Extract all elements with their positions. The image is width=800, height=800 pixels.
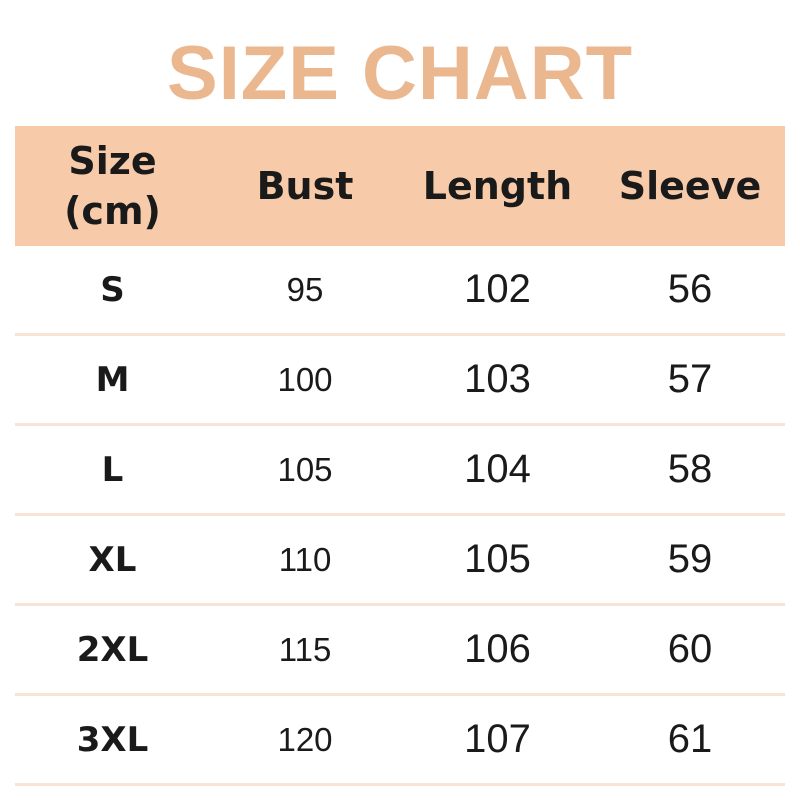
cell-length: 104 (464, 447, 531, 491)
cell-size: 3XL (76, 719, 149, 760)
cell-bust: 120 (277, 720, 333, 758)
cell-sleeve: 56 (667, 267, 713, 311)
cell-size: S (100, 269, 125, 310)
table-row: S 95 102 56 (15, 246, 785, 336)
cell-bust: 105 (277, 450, 333, 488)
cell-size: M (95, 359, 130, 400)
cell-size: 2XL (76, 629, 149, 670)
cell-length: 103 (464, 357, 531, 401)
table-row: 2XL 115 106 60 (15, 606, 785, 696)
cell-sleeve: 58 (667, 447, 713, 491)
table-row: 3XL 120 107 61 (15, 696, 785, 786)
header-bust: Bust (256, 164, 354, 208)
cell-sleeve: 59 (667, 537, 713, 581)
header-size-label: Size (68, 139, 157, 183)
cell-sleeve: 61 (667, 717, 713, 761)
table-row: XL 110 105 59 (15, 516, 785, 606)
cell-length: 102 (464, 267, 531, 311)
size-table: Size (cm) Bust Length Sleeve S 95 102 56 M 100… (15, 126, 785, 786)
cell-bust: 95 (286, 270, 324, 308)
header-size-unit: (cm) (64, 189, 161, 233)
cell-length: 105 (464, 537, 531, 581)
table-row: M 100 103 57 (15, 336, 785, 426)
cell-length: 107 (464, 717, 531, 761)
table-row: L 105 104 58 (15, 426, 785, 516)
cell-length: 106 (464, 627, 531, 671)
cell-size: XL (88, 539, 137, 580)
cell-sleeve: 57 (667, 357, 713, 401)
header-length: Length (422, 164, 573, 208)
cell-bust: 100 (277, 360, 333, 398)
cell-bust: 110 (278, 540, 332, 578)
header-sleeve: Sleeve (618, 164, 762, 208)
page-title: SIZE CHART (167, 31, 633, 116)
table-header: Size (cm) Bust Length Sleeve (15, 126, 785, 246)
header-size: Size (cm) (15, 126, 210, 246)
cell-size: L (101, 449, 124, 490)
cell-bust: 115 (278, 630, 332, 668)
cell-sleeve: 60 (667, 627, 713, 671)
